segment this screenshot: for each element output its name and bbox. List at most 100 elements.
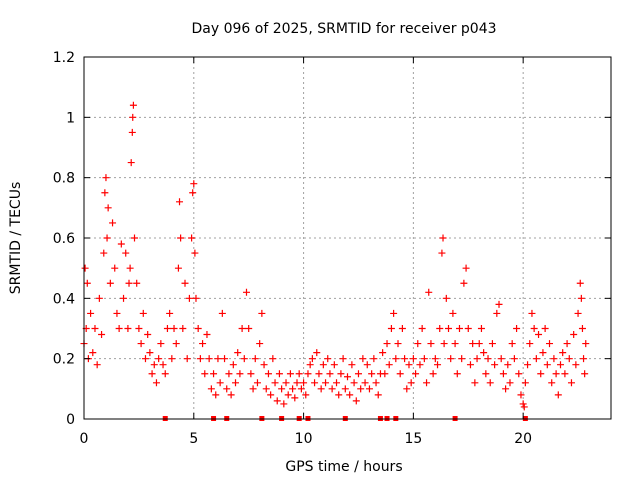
data-point — [548, 379, 556, 387]
data-point — [275, 370, 283, 378]
data-point — [354, 370, 362, 378]
data-point — [502, 385, 510, 393]
data-point — [304, 370, 312, 378]
data-point — [515, 370, 523, 378]
data-point — [236, 370, 244, 378]
data-point — [427, 340, 435, 348]
data-point — [577, 294, 585, 302]
data-point — [102, 174, 110, 182]
data-point — [152, 379, 160, 387]
data-point — [251, 355, 259, 363]
data-point — [416, 361, 424, 369]
x-tick-label: 20 — [514, 431, 532, 447]
data-point — [409, 355, 417, 363]
data-point — [379, 349, 387, 357]
x-tick-label: 10 — [295, 431, 313, 447]
data-point — [81, 264, 89, 272]
data-point — [513, 325, 521, 332]
data-point — [473, 355, 481, 363]
data-point — [370, 355, 378, 363]
data-point — [330, 361, 338, 369]
data-point — [111, 264, 119, 272]
data-point — [191, 249, 199, 257]
data-point — [381, 370, 389, 378]
data-point — [192, 294, 200, 302]
data-point — [348, 361, 356, 369]
data-point — [242, 288, 250, 296]
data-point — [286, 370, 294, 378]
data-point — [196, 355, 204, 363]
data-point — [572, 361, 580, 369]
data-point — [172, 340, 180, 348]
data-point — [439, 234, 447, 242]
data-point — [532, 355, 540, 363]
data-point — [387, 325, 395, 332]
data-point — [157, 340, 165, 348]
data-point — [390, 309, 398, 317]
data-point — [322, 379, 330, 387]
data-point — [185, 294, 193, 302]
y-tick-label: 1 — [66, 110, 75, 126]
data-point — [442, 294, 450, 302]
data-point — [168, 355, 176, 363]
data-point — [372, 379, 380, 387]
data-point — [135, 325, 143, 332]
data-point — [543, 361, 551, 369]
data-point — [455, 325, 463, 332]
data-point — [394, 340, 402, 348]
data-point — [528, 309, 536, 317]
data-point — [139, 309, 147, 317]
data-point — [403, 385, 411, 393]
data-point — [148, 370, 156, 378]
data-point — [567, 379, 575, 387]
data-point — [405, 361, 413, 369]
data-point — [232, 379, 240, 387]
data-point — [580, 355, 588, 363]
data-point — [563, 340, 571, 348]
data-point — [359, 355, 367, 363]
data-point — [183, 355, 191, 363]
data-point — [423, 379, 431, 387]
y-tick-label: 0.8 — [53, 171, 75, 187]
data-point — [122, 249, 130, 257]
data-point — [344, 373, 351, 381]
data-point — [357, 385, 365, 393]
data-point — [535, 331, 543, 339]
data-point — [337, 370, 345, 378]
data-point — [447, 355, 455, 363]
data-point — [163, 325, 171, 332]
data-point — [460, 279, 468, 287]
data-point — [176, 198, 184, 206]
data-point — [431, 355, 439, 363]
data-point — [315, 370, 323, 378]
data-point — [113, 309, 121, 317]
data-point — [407, 379, 415, 387]
x-tick-label: 5 — [189, 431, 198, 447]
data-point — [91, 325, 99, 332]
data-point — [469, 340, 477, 348]
data-point — [262, 385, 270, 393]
data-point — [103, 234, 111, 242]
data-point — [146, 349, 154, 357]
data-point — [552, 370, 560, 378]
data-point — [339, 355, 347, 363]
data-point — [429, 370, 437, 378]
data-point — [451, 340, 459, 348]
data-point — [273, 397, 281, 405]
data-point — [126, 264, 134, 272]
data-point — [504, 361, 512, 369]
data-point — [477, 325, 485, 332]
data-point — [561, 370, 569, 378]
data-point — [565, 355, 573, 363]
data-point — [117, 240, 125, 248]
data-point — [214, 355, 222, 363]
data-point — [289, 385, 297, 393]
data-point — [497, 355, 505, 363]
axis-ticks: 0 5 10 15 20 0 0.2 0.4 0.6 0.8 1 1.2 — [53, 50, 611, 447]
data-point — [412, 370, 420, 378]
data-point — [530, 325, 538, 332]
data-point — [546, 340, 554, 348]
data-point — [436, 325, 444, 332]
